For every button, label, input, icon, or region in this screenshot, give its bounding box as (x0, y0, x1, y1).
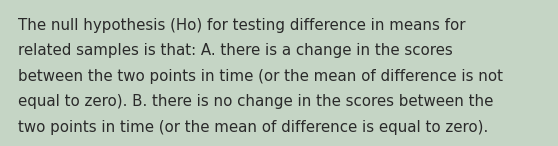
Text: The null hypothesis (Ho) for testing difference in means for: The null hypothesis (Ho) for testing dif… (18, 18, 465, 33)
Text: between the two points in time (or the mean of difference is not: between the two points in time (or the m… (18, 69, 503, 84)
Text: equal to zero). B. there is no change in the scores between the: equal to zero). B. there is no change in… (18, 94, 493, 109)
Text: related samples is that: A. there is a change in the scores: related samples is that: A. there is a c… (18, 43, 453, 58)
Text: two points in time (or the mean of difference is equal to zero).: two points in time (or the mean of diffe… (18, 120, 488, 135)
